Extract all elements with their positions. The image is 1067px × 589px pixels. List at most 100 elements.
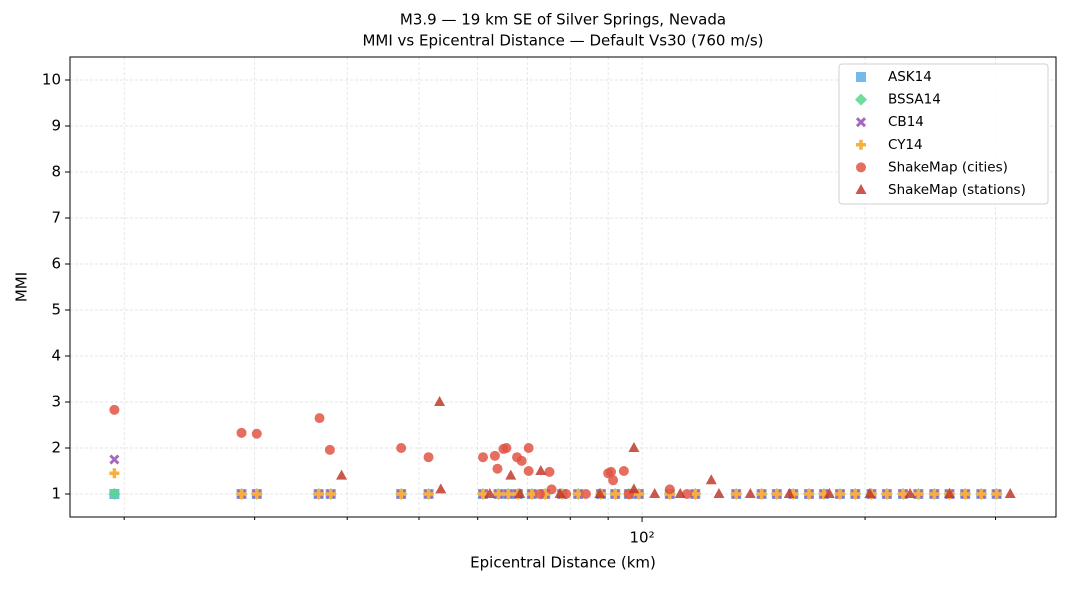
legend-label: ASK14 bbox=[888, 69, 932, 85]
y-tick-label: 10 bbox=[42, 71, 61, 89]
point bbox=[856, 139, 866, 150]
point bbox=[904, 488, 916, 498]
point bbox=[803, 489, 814, 499]
point bbox=[929, 489, 940, 499]
point bbox=[606, 466, 617, 477]
y-tick-label: 9 bbox=[51, 117, 61, 135]
point bbox=[855, 184, 867, 194]
x-axis-label: Epicentral Distance (km) bbox=[470, 554, 656, 572]
chart-title: M3.9 — 19 km SE of Silver Springs, Nevad… bbox=[400, 11, 726, 29]
point bbox=[608, 475, 619, 486]
point bbox=[674, 488, 686, 498]
point bbox=[501, 443, 512, 453]
point bbox=[109, 454, 120, 465]
point bbox=[1004, 488, 1016, 498]
point bbox=[396, 443, 407, 453]
point bbox=[783, 488, 795, 498]
point bbox=[478, 489, 489, 499]
point bbox=[855, 117, 867, 128]
point bbox=[109, 468, 120, 479]
point bbox=[109, 404, 120, 415]
y-tick-label: 3 bbox=[51, 393, 61, 411]
y-tick-label: 1 bbox=[51, 485, 61, 503]
point bbox=[594, 488, 606, 498]
y-tick-label: 2 bbox=[51, 439, 61, 457]
point bbox=[835, 489, 846, 499]
point bbox=[251, 428, 262, 439]
point bbox=[324, 444, 335, 455]
point bbox=[544, 466, 555, 477]
point bbox=[251, 489, 262, 499]
y-tick-label: 6 bbox=[51, 255, 61, 273]
point bbox=[336, 469, 348, 480]
point bbox=[976, 489, 987, 499]
y-tick-label: 8 bbox=[51, 163, 61, 181]
point bbox=[108, 488, 121, 500]
point bbox=[649, 488, 661, 498]
point bbox=[534, 489, 545, 499]
x-tick-label: 10² bbox=[630, 529, 655, 547]
point bbox=[823, 488, 835, 498]
point bbox=[492, 463, 503, 474]
point bbox=[236, 489, 247, 499]
point bbox=[771, 489, 782, 499]
point bbox=[856, 72, 866, 82]
point bbox=[434, 396, 446, 406]
point bbox=[423, 489, 434, 499]
point bbox=[864, 488, 876, 498]
legend-label: CY14 bbox=[888, 137, 923, 153]
point bbox=[523, 443, 534, 453]
point bbox=[554, 488, 566, 498]
point bbox=[913, 489, 924, 499]
point bbox=[514, 488, 526, 498]
y-axis-label: MMI bbox=[13, 272, 31, 302]
legend-label: CB14 bbox=[888, 114, 924, 130]
y-tick-label: 4 bbox=[51, 347, 61, 365]
point bbox=[850, 489, 861, 499]
point bbox=[705, 474, 717, 485]
point bbox=[484, 488, 496, 498]
point bbox=[713, 488, 725, 498]
legend-label: ShakeMap (cities) bbox=[888, 159, 1008, 175]
point bbox=[855, 93, 867, 106]
point bbox=[313, 489, 324, 499]
point bbox=[423, 452, 434, 463]
legend-box bbox=[838, 63, 1049, 205]
point bbox=[435, 483, 447, 494]
point bbox=[503, 489, 514, 499]
point bbox=[489, 450, 500, 461]
point bbox=[756, 489, 767, 499]
point bbox=[664, 484, 675, 495]
point bbox=[944, 488, 956, 498]
point bbox=[881, 489, 892, 499]
y-tick-label: 7 bbox=[51, 209, 61, 227]
point bbox=[493, 489, 504, 499]
point bbox=[478, 452, 489, 463]
chart-subtitle: MMI vs Epicentral Distance — Default Vs3… bbox=[362, 32, 763, 50]
y-tick-label: 5 bbox=[51, 301, 61, 319]
point bbox=[744, 488, 756, 498]
point bbox=[618, 466, 629, 476]
point bbox=[628, 483, 640, 494]
point bbox=[580, 489, 591, 499]
point bbox=[396, 489, 407, 499]
point bbox=[325, 489, 336, 499]
point bbox=[535, 465, 547, 475]
point bbox=[516, 455, 527, 466]
point bbox=[314, 413, 325, 424]
point bbox=[633, 489, 644, 499]
point bbox=[991, 489, 1002, 499]
legend-label: BSSA14 bbox=[888, 92, 941, 108]
point bbox=[960, 489, 971, 499]
point bbox=[236, 427, 247, 438]
legend-label: ShakeMap (stations) bbox=[888, 182, 1026, 198]
point bbox=[628, 442, 640, 452]
point bbox=[546, 484, 557, 495]
plot-frame bbox=[69, 56, 1057, 518]
point bbox=[610, 489, 621, 499]
point bbox=[897, 489, 908, 499]
point bbox=[523, 466, 534, 476]
point bbox=[856, 162, 866, 173]
point bbox=[731, 489, 742, 499]
